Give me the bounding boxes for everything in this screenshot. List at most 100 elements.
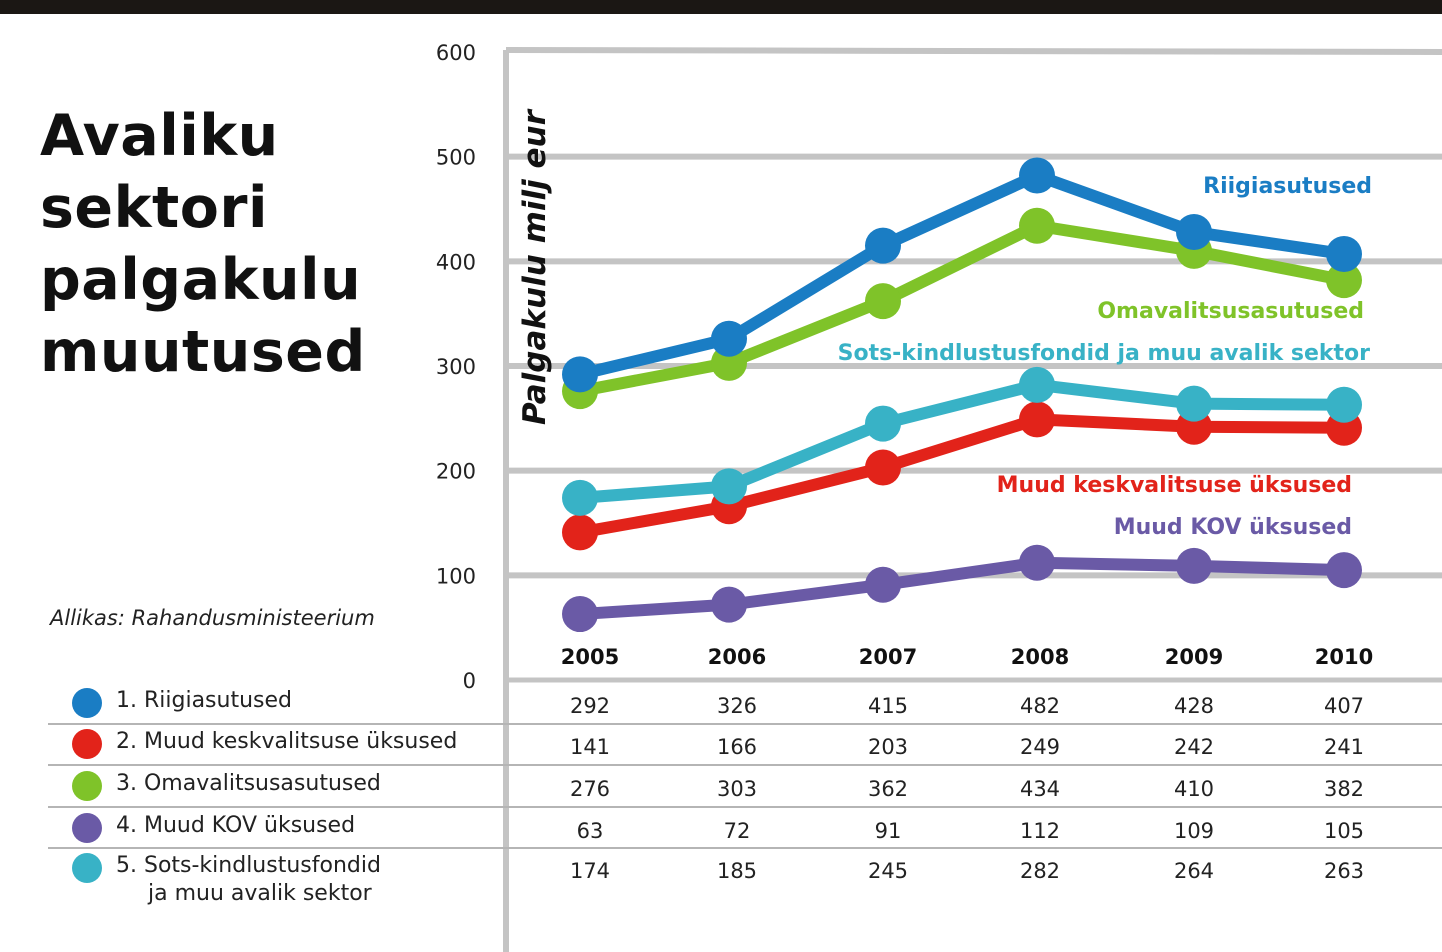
y-tick-label: 0 <box>463 669 476 693</box>
data-point <box>1326 552 1362 589</box>
data-point <box>1326 386 1362 423</box>
grid-top-line <box>505 47 1442 55</box>
data-point <box>1019 544 1055 581</box>
data-point <box>562 356 598 393</box>
title-line: Avaliku <box>40 103 279 169</box>
y-tick-label: 100 <box>436 564 476 588</box>
table-row-divider <box>48 847 1442 849</box>
table-row-divider <box>48 723 1442 725</box>
x-tick-label: 2008 <box>1011 645 1069 669</box>
table-cell: 303 <box>716 777 758 801</box>
legend-label: 2. Muud keskvalitsuse üksused <box>116 729 458 754</box>
data-point <box>1326 236 1362 273</box>
page-title: Avaliku sektori palgakulu muutused <box>40 100 440 388</box>
data-point <box>1019 366 1055 403</box>
data-point <box>865 405 901 442</box>
table-cell: 112 <box>1019 819 1061 843</box>
series-label: Muud KOV üksused <box>1114 515 1352 540</box>
table-cell: 428 <box>1173 694 1215 718</box>
table-cell: 326 <box>716 694 758 718</box>
table-cell: 242 <box>1173 735 1215 759</box>
legend-color-dot <box>72 688 102 718</box>
top-bar <box>0 0 1442 14</box>
data-point <box>1019 401 1055 438</box>
series-line <box>574 378 1350 504</box>
legend-color-dot <box>72 729 102 759</box>
data-point <box>711 586 747 623</box>
y-tick-label: 300 <box>436 355 476 379</box>
data-point <box>1176 547 1212 584</box>
data-point <box>1176 214 1212 251</box>
y-tick-label: 200 <box>436 460 476 484</box>
y-axis-title: Palgakulu milj eur <box>517 108 553 425</box>
data-point <box>1019 207 1055 244</box>
title-line: muutused <box>40 319 366 385</box>
table-cell: 91 <box>874 819 902 843</box>
series-line <box>574 556 1350 621</box>
title-line: palgakulu <box>40 247 362 313</box>
table-cell: 263 <box>1323 859 1365 883</box>
data-point <box>711 468 747 505</box>
series-label: Sots-kindlustusfondid ja muu avalik sekt… <box>838 341 1371 366</box>
legend-color-dot <box>72 813 102 843</box>
x-tick-label: 2009 <box>1165 645 1223 669</box>
data-point <box>1019 157 1055 194</box>
table-row-divider <box>48 764 1442 766</box>
series-line <box>574 413 1350 539</box>
table-cell: 109 <box>1173 819 1215 843</box>
series-line <box>574 169 1350 381</box>
data-point <box>711 320 747 357</box>
series-label: Muud keskvalitsuse üksused <box>997 473 1352 498</box>
data-point <box>865 449 901 486</box>
table-cell: 63 <box>576 819 604 843</box>
data-point <box>1176 385 1212 422</box>
series-label: Omavalitsusasutused <box>1097 299 1364 324</box>
source-note: Allikas: Rahandusministeerium <box>50 606 375 630</box>
data-point <box>865 566 901 603</box>
table-cell: 105 <box>1323 819 1365 843</box>
data-point <box>1326 262 1362 299</box>
data-point <box>865 283 901 320</box>
table-cell: 245 <box>867 859 909 883</box>
table-cell: 410 <box>1173 777 1215 801</box>
table-cell: 276 <box>569 777 611 801</box>
table-cell: 407 <box>1323 694 1365 718</box>
table-row-divider <box>48 806 1442 808</box>
table-cell: 141 <box>569 735 611 759</box>
series-label: Riigiasutused <box>1203 174 1372 199</box>
x-tick-label: 2005 <box>561 645 619 669</box>
table-cell: 174 <box>569 859 611 883</box>
table-cell: 415 <box>867 694 909 718</box>
table-cell: 362 <box>867 777 909 801</box>
legend-label: 4. Muud KOV üksused <box>116 813 356 838</box>
table-cell: 292 <box>569 694 611 718</box>
table-cell: 482 <box>1019 694 1061 718</box>
legend-color-dot <box>72 853 102 883</box>
legend-label: 5. Sots-kindlustusfondid ja muu avalik se… <box>116 853 381 906</box>
table-cell: 382 <box>1323 777 1365 801</box>
table-cell: 282 <box>1019 859 1061 883</box>
data-point <box>562 514 598 551</box>
table-cell: 166 <box>716 735 758 759</box>
table-cell: 434 <box>1019 777 1061 801</box>
series-line <box>574 219 1350 398</box>
y-tick-label: 400 <box>436 250 476 274</box>
table-cell: 185 <box>716 859 758 883</box>
table-cell: 203 <box>867 735 909 759</box>
legend-color-dot <box>72 771 102 801</box>
table-cell: 72 <box>723 819 751 843</box>
data-point <box>562 596 598 633</box>
legend-label: 3. Omavalitsusasutused <box>116 771 381 796</box>
table-cell: 249 <box>1019 735 1061 759</box>
table-cell: 264 <box>1173 859 1215 883</box>
y-tick-label: 600 <box>436 41 476 65</box>
x-tick-label: 2007 <box>859 645 917 669</box>
title-line: sektori <box>40 175 269 241</box>
legend-label: 1. Riigiasutused <box>116 688 292 713</box>
x-tick-label: 2006 <box>708 645 766 669</box>
data-point <box>865 227 901 264</box>
table-cell: 241 <box>1323 735 1365 759</box>
x-tick-label: 2010 <box>1315 645 1373 669</box>
y-tick-label: 500 <box>436 146 476 170</box>
